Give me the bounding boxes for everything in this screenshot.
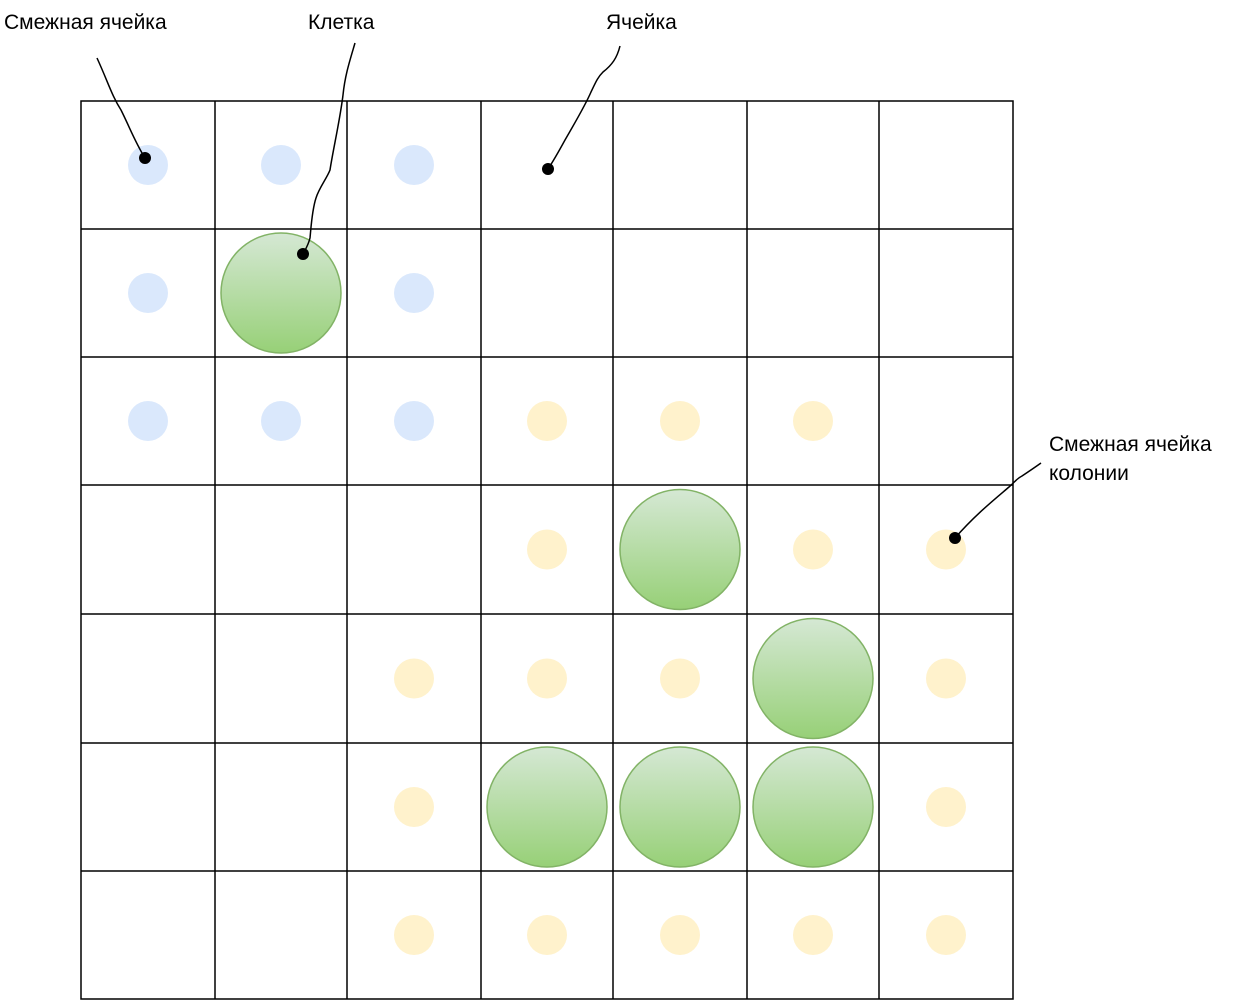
live-cells <box>220 232 874 868</box>
colony-adjacent-cell-marker <box>660 401 700 441</box>
colony-adjacent-cell-marker <box>394 658 434 699</box>
live-cell <box>486 746 608 868</box>
neighbor-markers <box>128 145 966 955</box>
adjacent-cell-marker <box>128 273 168 313</box>
colony-adjacent-cell-marker <box>926 658 966 699</box>
adjacent-cell-callout: Смежная ячейка <box>4 11 167 164</box>
colony-adjacent-cell-marker <box>394 915 434 955</box>
grid <box>80 100 1014 1000</box>
adjacent-cell-marker <box>261 145 301 185</box>
adjacent-cell-marker <box>261 401 301 441</box>
colony-adjacent-cell-label-line1: Смежная ячейка <box>1049 433 1212 456</box>
colony-adjacent-cell-callout: Смежная ячейка колонии <box>949 433 1212 544</box>
colony-adjacent-cell-marker <box>793 915 833 955</box>
adjacent-cell-marker <box>394 145 434 185</box>
colony-adjacent-cell-marker <box>660 915 700 955</box>
adjacent-cell-marker <box>394 273 434 313</box>
adjacent-cell-marker <box>394 401 434 441</box>
grid-cell-leader-line <box>547 45 621 170</box>
colony-adjacent-cell-marker <box>660 658 700 699</box>
colony-adjacent-cell-marker <box>527 658 567 699</box>
colony-adjacent-cell-anchor-dot <box>949 532 961 544</box>
colony-adjacent-cell-label-line2: колонии <box>1049 462 1129 485</box>
cell-organism-anchor-dot <box>297 248 309 260</box>
colony-adjacent-cell-marker <box>527 401 567 441</box>
grid-border <box>80 100 1014 1000</box>
grid-cell-label: Ячейка <box>606 11 677 34</box>
live-cell <box>220 232 342 354</box>
colony-adjacent-cell-marker <box>394 787 434 827</box>
grid-cell-callout: Ячейка <box>542 11 677 175</box>
cell-organism-callout: Клетка <box>297 11 375 260</box>
live-cell <box>619 746 741 868</box>
colony-adjacent-cell-marker <box>926 787 966 827</box>
colony-adjacent-cell-marker <box>793 529 833 570</box>
adjacent-cell-label: Смежная ячейка <box>4 11 167 34</box>
cell-organism-label: Клетка <box>308 11 375 34</box>
adjacent-cell-anchor-dot <box>139 152 151 164</box>
live-cell <box>752 617 874 740</box>
colony-adjacent-cell-leader-line <box>954 462 1042 539</box>
adjacent-cell-marker <box>128 401 168 441</box>
colony-adjacent-cell-marker <box>926 915 966 955</box>
live-cell <box>619 488 741 611</box>
live-cell <box>752 746 874 868</box>
cell-organism-leader-line <box>302 42 356 255</box>
colony-adjacent-cell-marker <box>527 915 567 955</box>
adjacent-cell-marker <box>128 145 168 185</box>
colony-adjacent-cell-marker <box>527 529 567 570</box>
adjacent-cell-leader-line <box>96 57 146 159</box>
grid-cell-anchor-dot <box>542 163 554 175</box>
colony-adjacent-cell-marker <box>793 401 833 441</box>
